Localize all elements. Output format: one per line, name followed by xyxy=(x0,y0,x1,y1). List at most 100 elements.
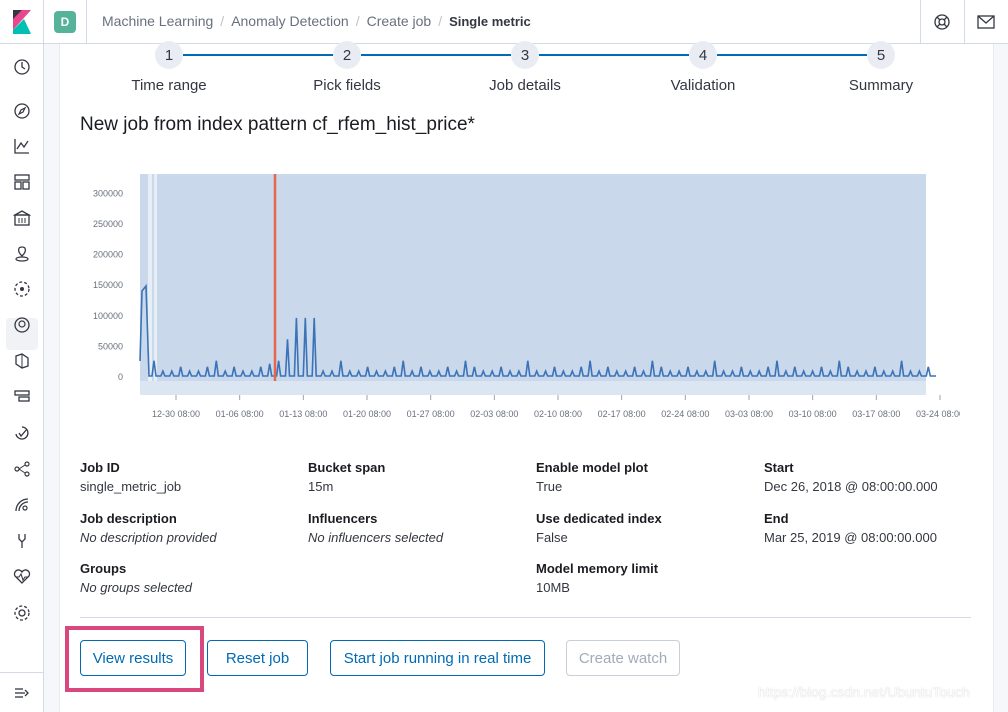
step-2-label: Pick fields xyxy=(313,77,381,94)
graph-icon[interactable] xyxy=(11,458,33,480)
influencers-label: Influencers xyxy=(308,511,378,526)
x-tick-label: 03-17 08:00 xyxy=(852,409,900,419)
step-1-label: Time range xyxy=(131,77,207,94)
model-bounds-lower xyxy=(140,381,926,395)
y-tick-label: 300000 xyxy=(93,188,123,198)
recent-clock-icon[interactable] xyxy=(11,56,33,78)
x-tick-label: 02-24 08:00 xyxy=(661,409,709,419)
x-tick-label: 02-10 08:00 xyxy=(534,409,582,419)
bucket-span-field: Bucket span 15m xyxy=(308,460,385,494)
y-tick-label: 200000 xyxy=(93,250,123,260)
model-plot-label: Enable model plot xyxy=(536,460,648,475)
breadcrumb-create-job[interactable]: Create job xyxy=(366,13,432,29)
memory-limit-value: 10MB xyxy=(536,580,570,595)
bucket-span-value: 15m xyxy=(308,479,334,494)
divider xyxy=(920,0,921,44)
memory-limit-label: Model memory limit xyxy=(536,561,659,576)
canvas-icon[interactable] xyxy=(11,207,33,229)
kibana-logo[interactable] xyxy=(0,0,44,44)
breadcrumb-machine-learning[interactable]: Machine Learning xyxy=(102,13,214,29)
breadcrumb: Machine Learning / Anomaly Detection / C… xyxy=(102,13,531,29)
divider xyxy=(86,0,87,44)
groups-label: Groups xyxy=(80,561,127,576)
start-label: Start xyxy=(764,460,794,475)
dedicated-index-field: Use dedicated index False xyxy=(536,511,662,545)
apm-icon[interactable] xyxy=(11,386,33,408)
step-3-circle[interactable]: 3 xyxy=(511,41,539,69)
step-2-circle[interactable]: 2 xyxy=(333,41,361,69)
step-5-label: Summary xyxy=(848,77,914,94)
model-plot-field: Enable model plot True xyxy=(536,460,648,494)
y-tick-label: 150000 xyxy=(93,280,123,290)
y-tick-label: 0 xyxy=(118,372,123,382)
visualize-chart-icon[interactable] xyxy=(11,135,33,157)
groups-field: Groups No groups selected xyxy=(80,561,192,595)
logs-icon[interactable] xyxy=(11,350,33,372)
dedicated-index-value: False xyxy=(536,530,568,545)
job-description-value: No description provided xyxy=(80,530,217,545)
step-5-circle: 5 xyxy=(867,41,895,69)
metrics-icon[interactable] xyxy=(11,314,33,336)
breadcrumb-single-metric: Single metric xyxy=(449,13,531,29)
job-id-field: Job ID single_metric_job xyxy=(80,460,181,494)
model-bounds-gap xyxy=(154,174,157,381)
model-plot-value: True xyxy=(536,479,563,494)
space-avatar[interactable]: D xyxy=(54,11,76,33)
job-description-label: Job description xyxy=(80,511,177,526)
step-connector xyxy=(183,54,333,56)
start-realtime-button[interactable]: Start job running in real time xyxy=(330,640,545,676)
start-value: Dec 26, 2018 @ 08:00:00.000 xyxy=(764,479,938,494)
x-tick-label: 02-03 08:00 xyxy=(470,409,518,419)
job-chart[interactable]: 300000 250000 200000 150000 100000 50000 0 12-3… xyxy=(80,160,960,430)
divider xyxy=(0,672,43,673)
groups-value: No groups selected xyxy=(80,580,193,595)
annotation-highlight-box xyxy=(65,626,204,692)
help-icon[interactable] xyxy=(932,12,952,32)
step-4-label: Validation xyxy=(670,77,736,94)
maps-icon[interactable] xyxy=(11,243,33,265)
step-1-circle[interactable]: 1 xyxy=(155,41,183,69)
model-bounds-area xyxy=(140,174,926,381)
influencers-value: No influencers selected xyxy=(308,530,444,545)
siem-icon[interactable] xyxy=(11,494,33,516)
job-id-label: Job ID xyxy=(80,460,120,475)
nav-active-highlight xyxy=(6,318,38,350)
create-watch-button: Create watch xyxy=(566,640,680,676)
dev-tools-icon[interactable] xyxy=(11,530,33,552)
breadcrumb-anomaly-detection[interactable]: Anomaly Detection xyxy=(231,13,349,29)
end-label: End xyxy=(764,511,789,526)
top-bar: D Machine Learning / Anomaly Detection /… xyxy=(0,0,1008,44)
step-connector xyxy=(717,54,867,56)
monitoring-heartbeat-icon[interactable] xyxy=(11,566,33,588)
x-tick-label: 03-24 08:00 xyxy=(916,409,960,419)
watermark: https://blog.csdn.net/UbuntuTouch xyxy=(758,684,970,700)
end-value: Mar 25, 2019 @ 08:00:00.000 xyxy=(764,530,937,545)
x-tick-label: 01-27 08:00 xyxy=(407,409,455,419)
collapse-nav-icon[interactable] xyxy=(11,682,33,704)
divider xyxy=(80,617,971,618)
x-tick-label: 12-30 08:00 xyxy=(152,409,200,419)
discover-compass-icon[interactable] xyxy=(11,100,33,122)
influencers-field: Influencers No influencers selected xyxy=(308,511,443,545)
uptime-icon[interactable] xyxy=(11,422,33,444)
settings-gear-icon[interactable] xyxy=(11,602,33,624)
reset-job-button[interactable]: Reset job xyxy=(207,640,308,676)
view-results-button[interactable]: View results xyxy=(80,640,186,676)
mail-icon[interactable] xyxy=(976,12,996,32)
job-description-field: Job description No description provided xyxy=(80,511,217,545)
page-title: New job from index pattern cf_rfem_hist_… xyxy=(80,114,475,135)
actual-series-line xyxy=(139,283,936,377)
x-tick-label: 03-10 08:00 xyxy=(789,409,837,419)
step-connector xyxy=(361,54,511,56)
x-tick-label: 01-20 08:00 xyxy=(343,409,391,419)
step-4-circle[interactable]: 4 xyxy=(689,41,717,69)
side-nav xyxy=(0,44,44,712)
y-tick-label: 250000 xyxy=(93,219,123,229)
x-tick-label: 01-06 08:00 xyxy=(216,409,264,419)
y-tick-label: 100000 xyxy=(93,311,123,321)
memory-limit-field: Model memory limit 10MB xyxy=(536,561,658,595)
bucket-span-label: Bucket span xyxy=(308,460,386,475)
dedicated-index-label: Use dedicated index xyxy=(536,511,662,526)
dashboard-icon[interactable] xyxy=(11,171,33,193)
machine-learning-icon[interactable] xyxy=(11,278,33,300)
